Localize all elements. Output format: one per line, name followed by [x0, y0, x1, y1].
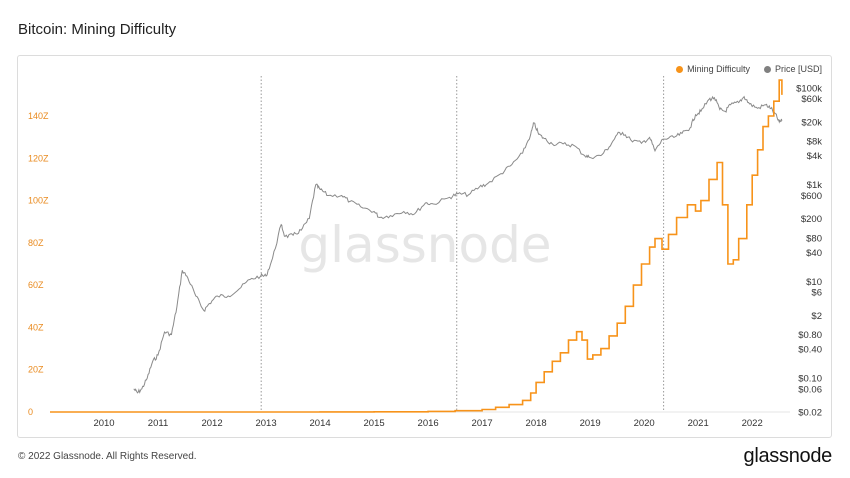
- x-tick-label: 2021: [688, 418, 709, 429]
- x-tick-label: 2018: [526, 418, 547, 429]
- right-tick-label: $200: [801, 214, 822, 225]
- brand-logo: glassnode: [743, 445, 833, 467]
- right-tick-label: $8k: [807, 137, 823, 148]
- legend-swatch-price: [763, 65, 771, 73]
- right-tick-label: $0.06: [798, 384, 822, 395]
- right-tick-label: $40: [806, 248, 822, 259]
- x-tick-label: 2016: [418, 418, 439, 429]
- watermark: glassnode: [298, 216, 551, 274]
- right-tick-label: $80: [806, 233, 822, 244]
- right-tick-label: $100k: [796, 84, 822, 95]
- x-tick-label: 2011: [148, 418, 168, 429]
- right-tick-label: $6: [811, 288, 822, 299]
- chart-title: Bitcoin: Mining Difficulty: [18, 21, 177, 38]
- x-tick-label: 2015: [364, 418, 385, 429]
- copyright: © 2022 Glassnode. All Rights Reserved.: [18, 451, 197, 462]
- left-axis: 0 20Z 40Z 60Z 80Z 100Z 120Z 140Z: [28, 111, 49, 417]
- x-tick-label: 2020: [634, 418, 655, 429]
- right-tick-label: $0.80: [798, 330, 822, 341]
- legend-label-difficulty: Mining Difficulty: [687, 64, 750, 74]
- legend-item-difficulty[interactable]: Mining Difficulty: [676, 64, 750, 74]
- left-tick-label: 0: [28, 407, 33, 417]
- legend: Mining Difficulty Price [USD]: [676, 64, 822, 74]
- legend-swatch-difficulty: [676, 65, 684, 73]
- x-tick-label: 2012: [201, 418, 222, 429]
- halving-lines: [260, 76, 665, 412]
- left-tick-label: 100Z: [28, 196, 49, 206]
- right-tick-label: $0.40: [798, 345, 822, 356]
- x-axis: 2010 2011 2012 2013 2014 2015 2016 2017 2018 2019…: [93, 418, 762, 429]
- x-tick-label: 2022: [742, 418, 763, 429]
- right-axis: $0.02 $0.06$0.10 $0.40 $0.80 $2 $6$10 $40 $80 $2…: [796, 84, 822, 419]
- left-tick-label: 60Z: [28, 280, 44, 290]
- x-tick-label: 2014: [310, 418, 331, 429]
- right-tick-label: $2: [811, 311, 822, 322]
- x-tick-label: 2017: [472, 418, 493, 429]
- chart-panel: [17, 55, 832, 438]
- price-series-line: [133, 95, 783, 394]
- left-tick-label: 20Z: [28, 365, 44, 375]
- x-tick-label: 2010: [93, 418, 114, 429]
- left-tick-label: 40Z: [28, 322, 44, 332]
- right-tick-label: $1k: [807, 180, 823, 191]
- right-tick-label: $10: [806, 277, 822, 288]
- right-tick-label: $600: [801, 191, 822, 202]
- difficulty-series-line: [50, 79, 783, 413]
- legend-item-price[interactable]: Price [USD]: [763, 64, 822, 74]
- left-tick-label: 120Z: [28, 153, 49, 163]
- left-tick-label: 80Z: [28, 238, 44, 248]
- right-tick-label: $0.10: [798, 374, 822, 385]
- right-tick-label: $20k: [801, 117, 822, 128]
- left-tick-label: 140Z: [28, 111, 49, 121]
- legend-label-price: Price [USD]: [774, 64, 822, 74]
- right-tick-label: $4k: [807, 151, 823, 162]
- right-tick-label: $60k: [801, 94, 822, 105]
- x-tick-label: 2019: [580, 418, 601, 429]
- x-tick-label: 2013: [255, 418, 276, 429]
- right-tick-label: $0.02: [798, 408, 822, 419]
